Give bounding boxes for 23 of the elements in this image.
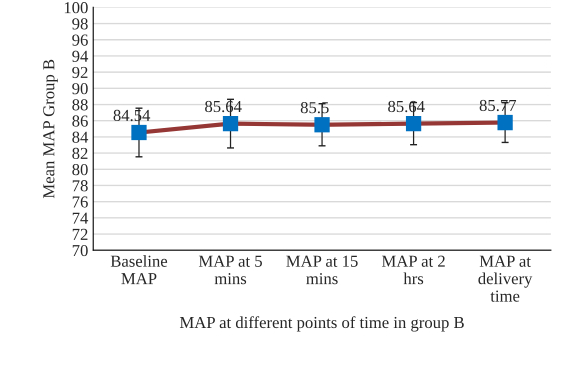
y-axis-title: Mean MAP Group B: [43, 60, 58, 198]
y-tick-label: 90: [72, 83, 88, 94]
y-tick-label: 84: [72, 132, 88, 143]
y-tick-label: 92: [72, 66, 88, 78]
y-tick-label: 74: [72, 212, 88, 224]
y-tick-label: 86: [72, 115, 88, 127]
x-tick-label: Baseline MAP: [110, 255, 168, 284]
y-tick-label: 88: [72, 99, 88, 110]
x-axis-title: MAP at different points of time in group B: [180, 316, 464, 332]
y-tick-label: 76: [72, 196, 88, 208]
x-tick-label: MAP at 15 mins: [286, 256, 358, 284]
x-tick-label: MAP at 5 mins: [198, 256, 262, 284]
x-tick-label: MAP at 2 hrs: [382, 256, 445, 284]
x-tick-label: MAP at delivery time: [478, 256, 532, 302]
y-tick-label: 72: [72, 228, 88, 240]
y-tick-label: 70: [72, 244, 88, 256]
y-tick-label: 100: [64, 2, 88, 14]
y-tick-label: 94: [72, 50, 88, 62]
y-tick-label: 78: [72, 180, 88, 192]
y-tick-label: 80: [72, 164, 88, 176]
y-tick-label: 96: [72, 34, 88, 46]
y-tick-label: 82: [72, 148, 88, 160]
y-tick-label: 98: [72, 18, 88, 30]
